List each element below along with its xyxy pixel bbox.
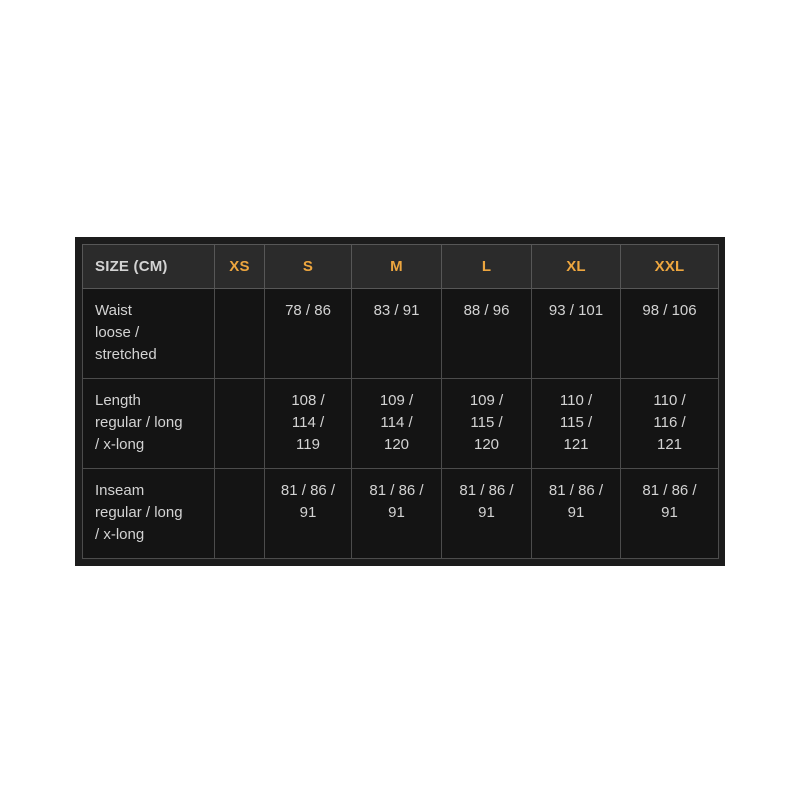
header-cell-xl: XL xyxy=(531,244,621,289)
header-row: SIZE (CM) XS S M L XL XXL xyxy=(82,244,719,289)
cell-length-xs xyxy=(214,378,265,469)
cell-inseam-xxl: 81 / 86 / 91 xyxy=(620,468,719,559)
size-chart-body: Waist loose / stretched 78 / 86 83 / 91 … xyxy=(82,288,719,559)
size-chart-header: SIZE (CM) XS S M L XL XXL xyxy=(82,244,719,289)
cell-length-l: 109 / 115 / 120 xyxy=(441,378,532,469)
row-label-waist: Waist loose / stretched xyxy=(82,288,215,379)
size-chart-table: SIZE (CM) XS S M L XL XXL Waist loose / … xyxy=(82,244,719,559)
cell-waist-xl: 93 / 101 xyxy=(531,288,621,379)
table-row-inseam: Inseam regular / long / x-long 81 / 86 /… xyxy=(82,468,719,559)
header-cell-xs: XS xyxy=(214,244,265,289)
cell-waist-m: 83 / 91 xyxy=(351,288,442,379)
table-row-length: Length regular / long / x-long 108 / 114… xyxy=(82,378,719,469)
cell-waist-l: 88 / 96 xyxy=(441,288,532,379)
header-cell-l: L xyxy=(441,244,532,289)
cell-waist-s: 78 / 86 xyxy=(264,288,352,379)
row-label-inseam: Inseam regular / long / x-long xyxy=(82,468,215,559)
header-cell-xxl: XXL xyxy=(620,244,719,289)
size-chart-frame: SIZE (CM) XS S M L XL XXL Waist loose / … xyxy=(75,237,725,566)
cell-inseam-s: 81 / 86 / 91 xyxy=(264,468,352,559)
header-cell-s: S xyxy=(264,244,352,289)
cell-inseam-m: 81 / 86 / 91 xyxy=(351,468,442,559)
row-label-length: Length regular / long / x-long xyxy=(82,378,215,469)
cell-length-xxl: 110 / 116 / 121 xyxy=(620,378,719,469)
cell-waist-xs xyxy=(214,288,265,379)
header-cell-size-cm: SIZE (CM) xyxy=(82,244,215,289)
table-row-waist: Waist loose / stretched 78 / 86 83 / 91 … xyxy=(82,288,719,379)
cell-inseam-l: 81 / 86 / 91 xyxy=(441,468,532,559)
cell-inseam-xs xyxy=(214,468,265,559)
cell-length-m: 109 / 114 / 120 xyxy=(351,378,442,469)
header-cell-m: M xyxy=(351,244,442,289)
cell-length-xl: 110 / 115 / 121 xyxy=(531,378,621,469)
cell-length-s: 108 / 114 / 119 xyxy=(264,378,352,469)
cell-waist-xxl: 98 / 106 xyxy=(620,288,719,379)
cell-inseam-xl: 81 / 86 / 91 xyxy=(531,468,621,559)
